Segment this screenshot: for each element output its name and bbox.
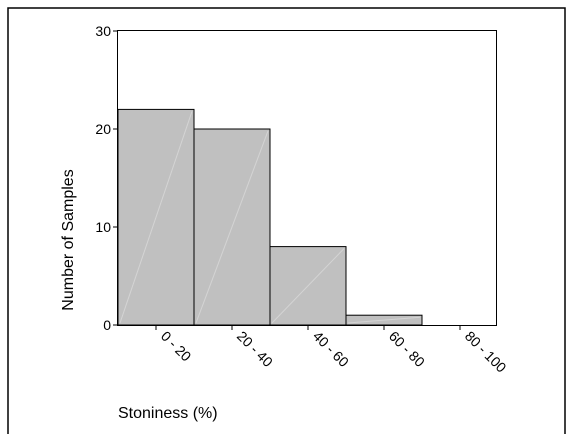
y-axis-ticks: 0 10 20 30	[95, 23, 118, 333]
bar-highlight	[347, 316, 421, 324]
y-axis-label: Number of Samples	[60, 169, 77, 310]
y-tick-label: 10	[95, 219, 111, 235]
bar-highlight	[119, 111, 193, 324]
x-axis-label: Stoniness (%)	[118, 405, 218, 422]
bar-highlight	[195, 130, 269, 324]
y-tick-label: 20	[95, 121, 111, 137]
bar-highlight	[271, 248, 345, 324]
y-tick-label: 30	[95, 23, 111, 39]
y-tick-label: 0	[103, 317, 111, 333]
